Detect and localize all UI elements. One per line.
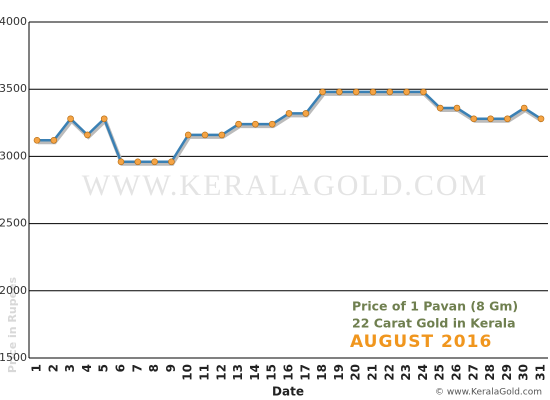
marker [420,88,427,96]
marker [50,136,58,144]
x-tick-label: 23 [399,364,413,381]
marker [33,136,41,144]
marker [369,88,377,96]
marker [537,115,545,123]
x-tick-label: 5 [97,364,111,372]
x-tick-label: 4 [80,364,94,372]
marker [201,131,209,139]
marker [268,120,276,128]
marker [218,131,226,139]
x-tick-label: 17 [298,364,312,381]
marker [319,88,326,96]
marker [67,115,74,123]
marker [151,158,158,166]
marker [235,120,242,128]
marker [386,88,394,96]
marker [134,158,142,166]
x-tick-label: 6 [114,364,128,372]
x-tick-label: 13 [231,364,245,381]
marker [352,88,360,96]
x-tick-label: 20 [349,364,363,381]
watermark: WWW.KERALAGOLD.COM [82,169,489,202]
annotation: AUGUST 2016 [350,332,492,352]
x-tick-label: 30 [517,364,531,381]
y-tick-label: 21500 [0,351,27,364]
marker [470,115,478,123]
marker [184,131,192,139]
x-tick-label: 25 [433,364,447,381]
x-tick-label: 15 [265,364,279,381]
annotation: 22 Carat Gold in Kerala [352,316,516,331]
marker [100,115,108,123]
marker [520,104,528,112]
marker [436,104,444,112]
marker [285,110,293,117]
x-tick-label: 7 [130,364,144,372]
x-tick-label: 2 [46,364,60,372]
x-tick-label: 21 [366,364,380,381]
y-tick-label: 22000 [0,284,27,297]
y-tick-label: 23000 [0,149,27,162]
marker [487,115,494,123]
x-tick-label: 31 [534,364,548,381]
x-tick-label: 26 [450,364,464,381]
y-tick-label: 23500 [0,82,27,95]
x-tick-label: 16 [282,364,296,381]
x-tick-label: 1 [30,364,44,372]
marker [252,120,259,128]
x-tick-label: 9 [164,364,178,372]
y-axis-label: Price in Rupees [6,276,19,373]
y-tick-label: 24000 [0,15,27,28]
credit: © www.KeralaGold.com [435,388,542,398]
x-tick-label: 8 [147,364,161,372]
x-tick-label: 24 [416,364,430,381]
x-tick-label: 19 [332,364,346,381]
x-tick-label: 27 [466,364,480,381]
x-tick-label: 3 [63,364,77,372]
annotation: Price of 1 Pavan (8 Gm) [352,299,518,314]
marker [403,88,410,96]
x-tick-label: 12 [214,364,228,381]
x-tick-label: 18 [315,364,329,381]
x-tick-label: 22 [382,364,396,381]
marker [453,104,461,112]
x-tick-label: 29 [500,364,514,381]
marker [84,131,91,139]
x-tick-label: 11 [198,364,212,381]
x-tick-label: 10 [181,364,195,381]
x-axis-label: Date [272,385,304,399]
marker [117,158,125,166]
marker [504,115,511,123]
x-tick-label: 14 [248,364,262,381]
y-tick-label: 22500 [0,217,27,230]
marker [302,110,310,117]
x-tick-label: 28 [483,364,497,381]
marker [336,88,343,96]
marker [168,158,175,166]
